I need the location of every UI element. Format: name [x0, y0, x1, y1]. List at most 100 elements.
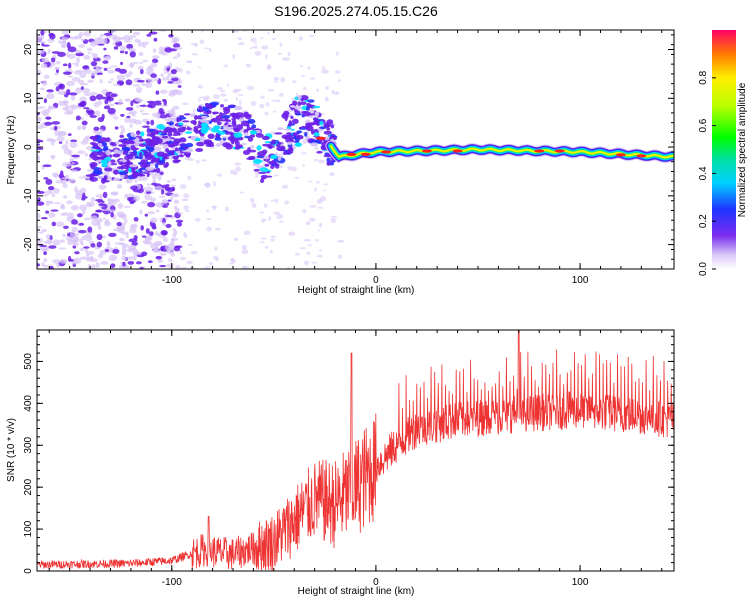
spectrogram-noise-blob	[162, 205, 169, 208]
spectrogram-noise-blob	[68, 62, 72, 69]
spectrogram-noise-blob	[40, 217, 48, 220]
spectrogram-noise-blob	[269, 249, 273, 254]
spectrogram-noise-blob	[121, 250, 127, 256]
spectrogram-noise-blob	[317, 206, 324, 209]
spectrogram-ridge-blob	[161, 135, 169, 139]
spectrogram-hotspot	[381, 150, 392, 154]
spectrogram-noise-blob	[175, 265, 181, 269]
spectrogram-ridge-blob	[113, 177, 121, 181]
spectrogram-noise-blob	[162, 238, 169, 242]
spectrogram-noise-blob	[71, 219, 78, 225]
spectrogram-noise-blob	[187, 243, 194, 246]
spectrogram-ridge-blob	[210, 101, 220, 106]
snr-ytick-label: 400	[23, 395, 34, 412]
spectrogram-noise-blob	[132, 31, 141, 36]
spectrogram-noise-blob	[208, 114, 213, 118]
spectrogram-noise-blob	[300, 152, 308, 154]
spectrogram-noise-blob	[133, 119, 143, 125]
spectrogram-noise-blob	[260, 36, 264, 40]
spectrogram-noise-blob	[144, 194, 152, 201]
spectrogram-noise-blob	[108, 232, 117, 238]
spectrogram-noise-blob	[79, 187, 87, 193]
spectrogram-noise-blob	[94, 198, 103, 202]
spectrogram-ridge-blob	[234, 105, 243, 111]
spectrogram-noise-blob	[158, 107, 164, 114]
spectrogram-noise-blob	[208, 262, 214, 265]
spectrogram-noise-blob	[50, 57, 56, 63]
spectrogram-noise-blob	[140, 175, 149, 182]
spectrogram-ridge-blob	[194, 137, 201, 142]
colorbar-tick-label: 0.0	[698, 262, 709, 276]
spectrogram-noise-blob	[179, 184, 187, 190]
spectrogram-noise-blob	[147, 80, 155, 83]
spectrogram-ridge-blob	[302, 110, 311, 117]
spectrogram-noise-blob	[95, 94, 104, 100]
spectrogram-ridge-blob	[266, 175, 273, 178]
spectrogram-noise-blob	[147, 260, 153, 264]
spectrogram-noise-blob	[170, 68, 177, 75]
spectrogram-noise-blob	[254, 42, 257, 45]
spectrogram-ridge-blob	[94, 136, 98, 139]
spectrogram-noise-blob	[96, 241, 103, 248]
spectrogram-ridge-blob	[283, 110, 290, 116]
spectrogram-noise-blob	[37, 201, 45, 206]
spectrogram-ridge-blob	[290, 105, 296, 108]
spectrogram-ridge-blob	[234, 145, 241, 150]
spectrogram-noise-blob	[265, 102, 270, 107]
spectrogram-noise-blob	[60, 203, 65, 209]
spectrogram-noise-blob	[63, 225, 69, 229]
spectrogram-noise-blob	[41, 57, 49, 63]
spectrogram-noise-blob	[170, 240, 175, 247]
spectrogram-noise-blob	[110, 65, 118, 68]
spectrogram-noise-blob	[80, 38, 86, 41]
spectrogram-noise-blob	[130, 100, 134, 107]
spectrogram-ridge-blob	[324, 136, 330, 141]
spectrogram-noise-blob	[155, 255, 162, 260]
spectrogram-noise-blob	[181, 198, 189, 201]
spectrogram-noise-blob	[53, 202, 61, 205]
spectrogram-noise-blob	[126, 115, 131, 119]
spectrogram-noise-blob	[83, 31, 91, 37]
spectrogram-noise-blob	[330, 215, 338, 218]
spectrogram-ridge-blob	[233, 128, 240, 133]
spectrogram-noise-blob	[102, 96, 107, 100]
spectrogram-noise-blob	[61, 30, 70, 35]
spectrogram-noise-blob	[113, 46, 119, 50]
spectrogram-noise-blob	[75, 115, 81, 121]
spectrogram-noise-blob	[37, 231, 44, 234]
spectrogram-ridge-blob	[262, 143, 271, 147]
spectrogram-noise-blob	[144, 82, 153, 88]
spectrogram-ridge-blob	[90, 151, 99, 157]
spectrogram-xtick-label: 0	[373, 275, 379, 286]
spectrogram-noise-blob	[165, 214, 173, 218]
spectrogram-noise-blob	[75, 56, 80, 64]
spectrogram-noise-blob	[90, 197, 96, 202]
spectrogram-noise-blob	[224, 206, 230, 212]
spectrogram-ridge-blob	[248, 149, 257, 153]
spectrogram-noise-blob	[314, 146, 319, 150]
spectrogram-ridge-blob	[165, 148, 170, 153]
spectrogram-noise-blob	[152, 222, 156, 229]
spectrogram-noise-blob	[120, 61, 124, 66]
spectrogram-noise-blob	[329, 172, 335, 177]
spectrogram-ridge-blob	[277, 155, 282, 162]
spectrogram-ridge-blob	[130, 145, 136, 151]
spectrogram-noise-blob	[152, 248, 157, 251]
spectrogram-noise-blob	[155, 209, 160, 213]
spectrogram-noise-blob	[134, 178, 138, 183]
spectrogram-noise-blob	[159, 217, 163, 223]
spectrogram-noise-blob	[91, 264, 96, 269]
spectrogram-noise-blob	[335, 51, 339, 56]
colorbar-tick-label: 0.2	[698, 214, 709, 228]
spectrogram-ridge-blob	[105, 149, 111, 156]
spectrogram-noise-blob	[129, 51, 136, 58]
spectrogram-noise-blob	[57, 130, 66, 136]
spectrogram-noise-blob	[180, 266, 188, 269]
spectrogram-ridge-blob	[306, 102, 312, 107]
spectrogram-noise-blob	[139, 68, 144, 75]
spectrogram-ridge-blob	[156, 167, 161, 174]
spectrogram-noise-blob	[200, 30, 204, 33]
spectrogram-ridge-blob	[231, 119, 237, 124]
spectrogram-noise-blob	[172, 228, 177, 232]
spectrogram-noise-blob	[106, 96, 114, 102]
